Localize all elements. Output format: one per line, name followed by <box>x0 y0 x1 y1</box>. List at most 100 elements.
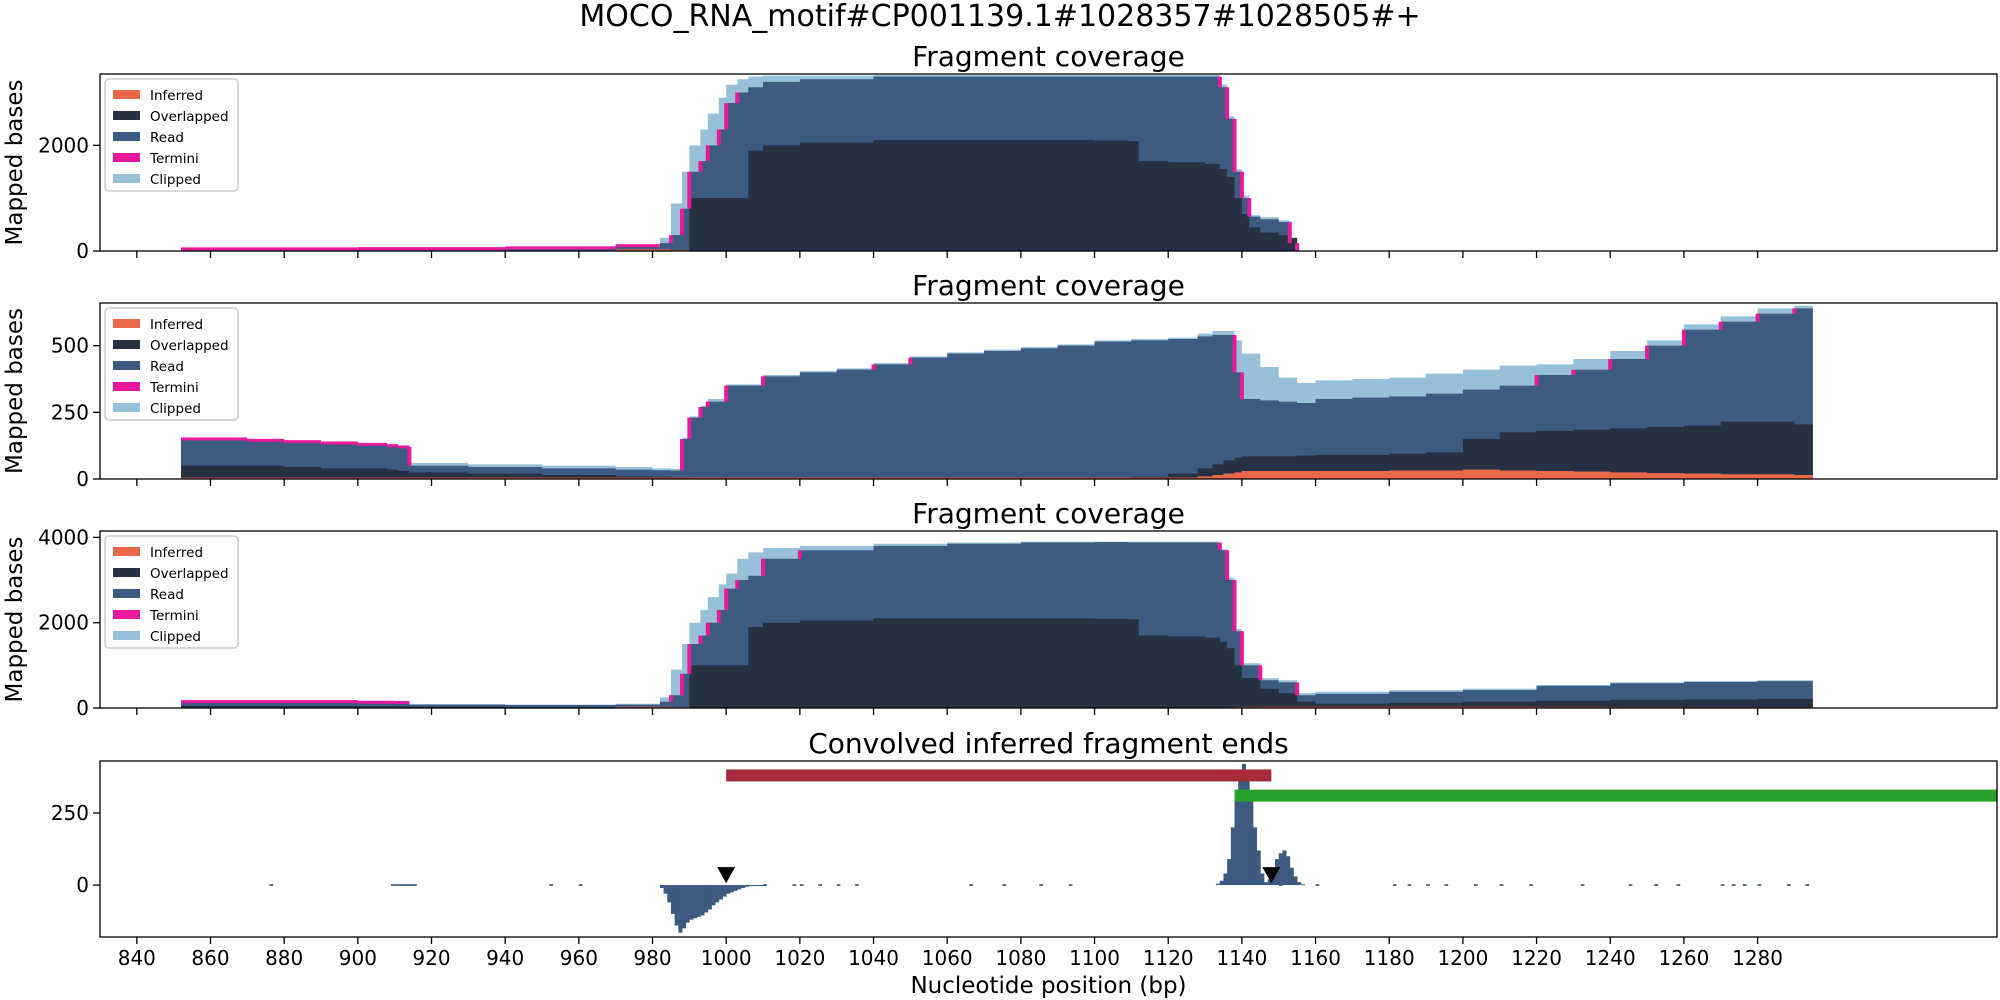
noise-bar <box>1654 884 1659 886</box>
x-tick-label: 1100 <box>1069 946 1120 970</box>
noise-bar <box>1039 884 1043 886</box>
termini-mark <box>908 357 913 365</box>
termini-mark <box>1217 542 1222 551</box>
plot-area <box>181 541 1813 708</box>
panel-4: Convolved inferred fragment ends 840 860 88… <box>51 727 1998 999</box>
termini-mark <box>1295 682 1300 696</box>
x-axis-label: Nucleotide position (bp) <box>910 973 1186 999</box>
termini-mark <box>1232 580 1237 632</box>
noise-bar <box>1529 884 1533 886</box>
termini-mark <box>1247 198 1252 217</box>
legend-label: Overlapped <box>150 109 229 125</box>
legend-swatch <box>113 340 140 349</box>
termini-mark <box>797 550 802 559</box>
noise-bar <box>1392 884 1397 886</box>
noise-bar <box>409 884 414 886</box>
legend-swatch <box>113 403 140 412</box>
legend-label: Read <box>150 130 184 146</box>
x-tick-label: 900 <box>339 946 377 970</box>
bar <box>1227 859 1232 886</box>
y-tick-label: 250 <box>51 801 89 825</box>
panel-3: Fragment coverage Inferred Overlapped Read T… <box>2 497 1998 720</box>
legend-swatch <box>113 111 140 120</box>
axes-frame <box>99 760 1998 938</box>
x-tick-label: 1280 <box>1732 946 1783 970</box>
termini-mark <box>698 407 703 418</box>
x-tick-label: 1020 <box>774 946 825 970</box>
y-tick-label: 0 <box>76 696 89 720</box>
bar <box>704 885 709 913</box>
bar <box>689 885 694 920</box>
termini-mark <box>1755 313 1760 322</box>
termini-mark <box>1232 118 1237 172</box>
panel-title: Convolved inferred fragment ends <box>808 727 1289 760</box>
legend: Inferred Overlapped Read Termini Clipped <box>104 78 239 192</box>
termini-mark <box>1258 665 1263 681</box>
termini-mark <box>668 235 673 244</box>
bar <box>1256 850 1261 886</box>
y-tick-label: 0 <box>76 239 89 263</box>
legend: Inferred Overlapped Read Termini Clipped <box>104 535 239 649</box>
noise-bar <box>413 884 417 886</box>
x-tick-label: 920 <box>412 946 450 970</box>
bar <box>1300 884 1305 886</box>
bar <box>700 885 705 916</box>
termini-mark <box>724 588 729 610</box>
bar <box>1234 792 1239 886</box>
bar <box>685 885 690 923</box>
termini-mark <box>1217 76 1222 88</box>
marker-triangle <box>717 867 736 884</box>
noise-bar <box>549 884 554 886</box>
noise-bar <box>1426 884 1430 886</box>
x-tick-label: 1200 <box>1437 946 1488 970</box>
axes-frame <box>99 530 1998 709</box>
legend-swatch <box>113 132 140 141</box>
bar <box>763 885 768 887</box>
bar <box>674 885 679 926</box>
bar <box>755 885 760 887</box>
legend-label: Overlapped <box>150 566 229 582</box>
noise-bar <box>836 884 841 886</box>
noise-bar <box>269 884 274 886</box>
axes-frame <box>99 302 1998 480</box>
legend-box <box>104 78 239 192</box>
bar <box>1282 850 1287 886</box>
noise-bar <box>1002 884 1007 886</box>
legend-swatch <box>113 610 140 619</box>
termini-edge <box>387 444 399 448</box>
bar <box>1278 853 1283 886</box>
x-tick-label: 1140 <box>1216 946 1267 970</box>
termini-mark <box>698 161 703 172</box>
termini-mark <box>716 609 721 623</box>
bar <box>1216 883 1221 886</box>
noise-bar <box>1068 884 1073 886</box>
x-tick-label: 940 <box>486 946 524 970</box>
bar <box>707 885 712 910</box>
series-overlapped <box>181 140 1298 251</box>
legend-label: Inferred <box>150 88 203 104</box>
x-tick-label: 960 <box>560 946 598 970</box>
termini-mark <box>724 385 729 402</box>
termini-edge <box>398 445 410 449</box>
bar <box>744 885 749 887</box>
x-tick-label: 980 <box>633 946 671 970</box>
legend-swatch <box>113 547 140 556</box>
bar <box>740 885 746 888</box>
x-tick-label: 880 <box>265 946 303 970</box>
bar <box>751 885 757 887</box>
termini-mark <box>1571 369 1576 375</box>
legend-box <box>104 535 239 649</box>
noise-bar <box>398 884 403 886</box>
termini-mark <box>724 103 729 130</box>
bar <box>1238 775 1243 886</box>
termini-mark <box>1295 243 1300 251</box>
noise-bar <box>1628 884 1633 886</box>
noise-bar <box>1720 884 1725 886</box>
bar <box>1267 879 1272 886</box>
x-tick-label: 1080 <box>995 946 1046 970</box>
termini-mark <box>1792 308 1797 314</box>
y-tick-label: 250 <box>51 400 89 424</box>
bar <box>715 885 720 903</box>
legend-label: Overlapped <box>150 338 229 354</box>
